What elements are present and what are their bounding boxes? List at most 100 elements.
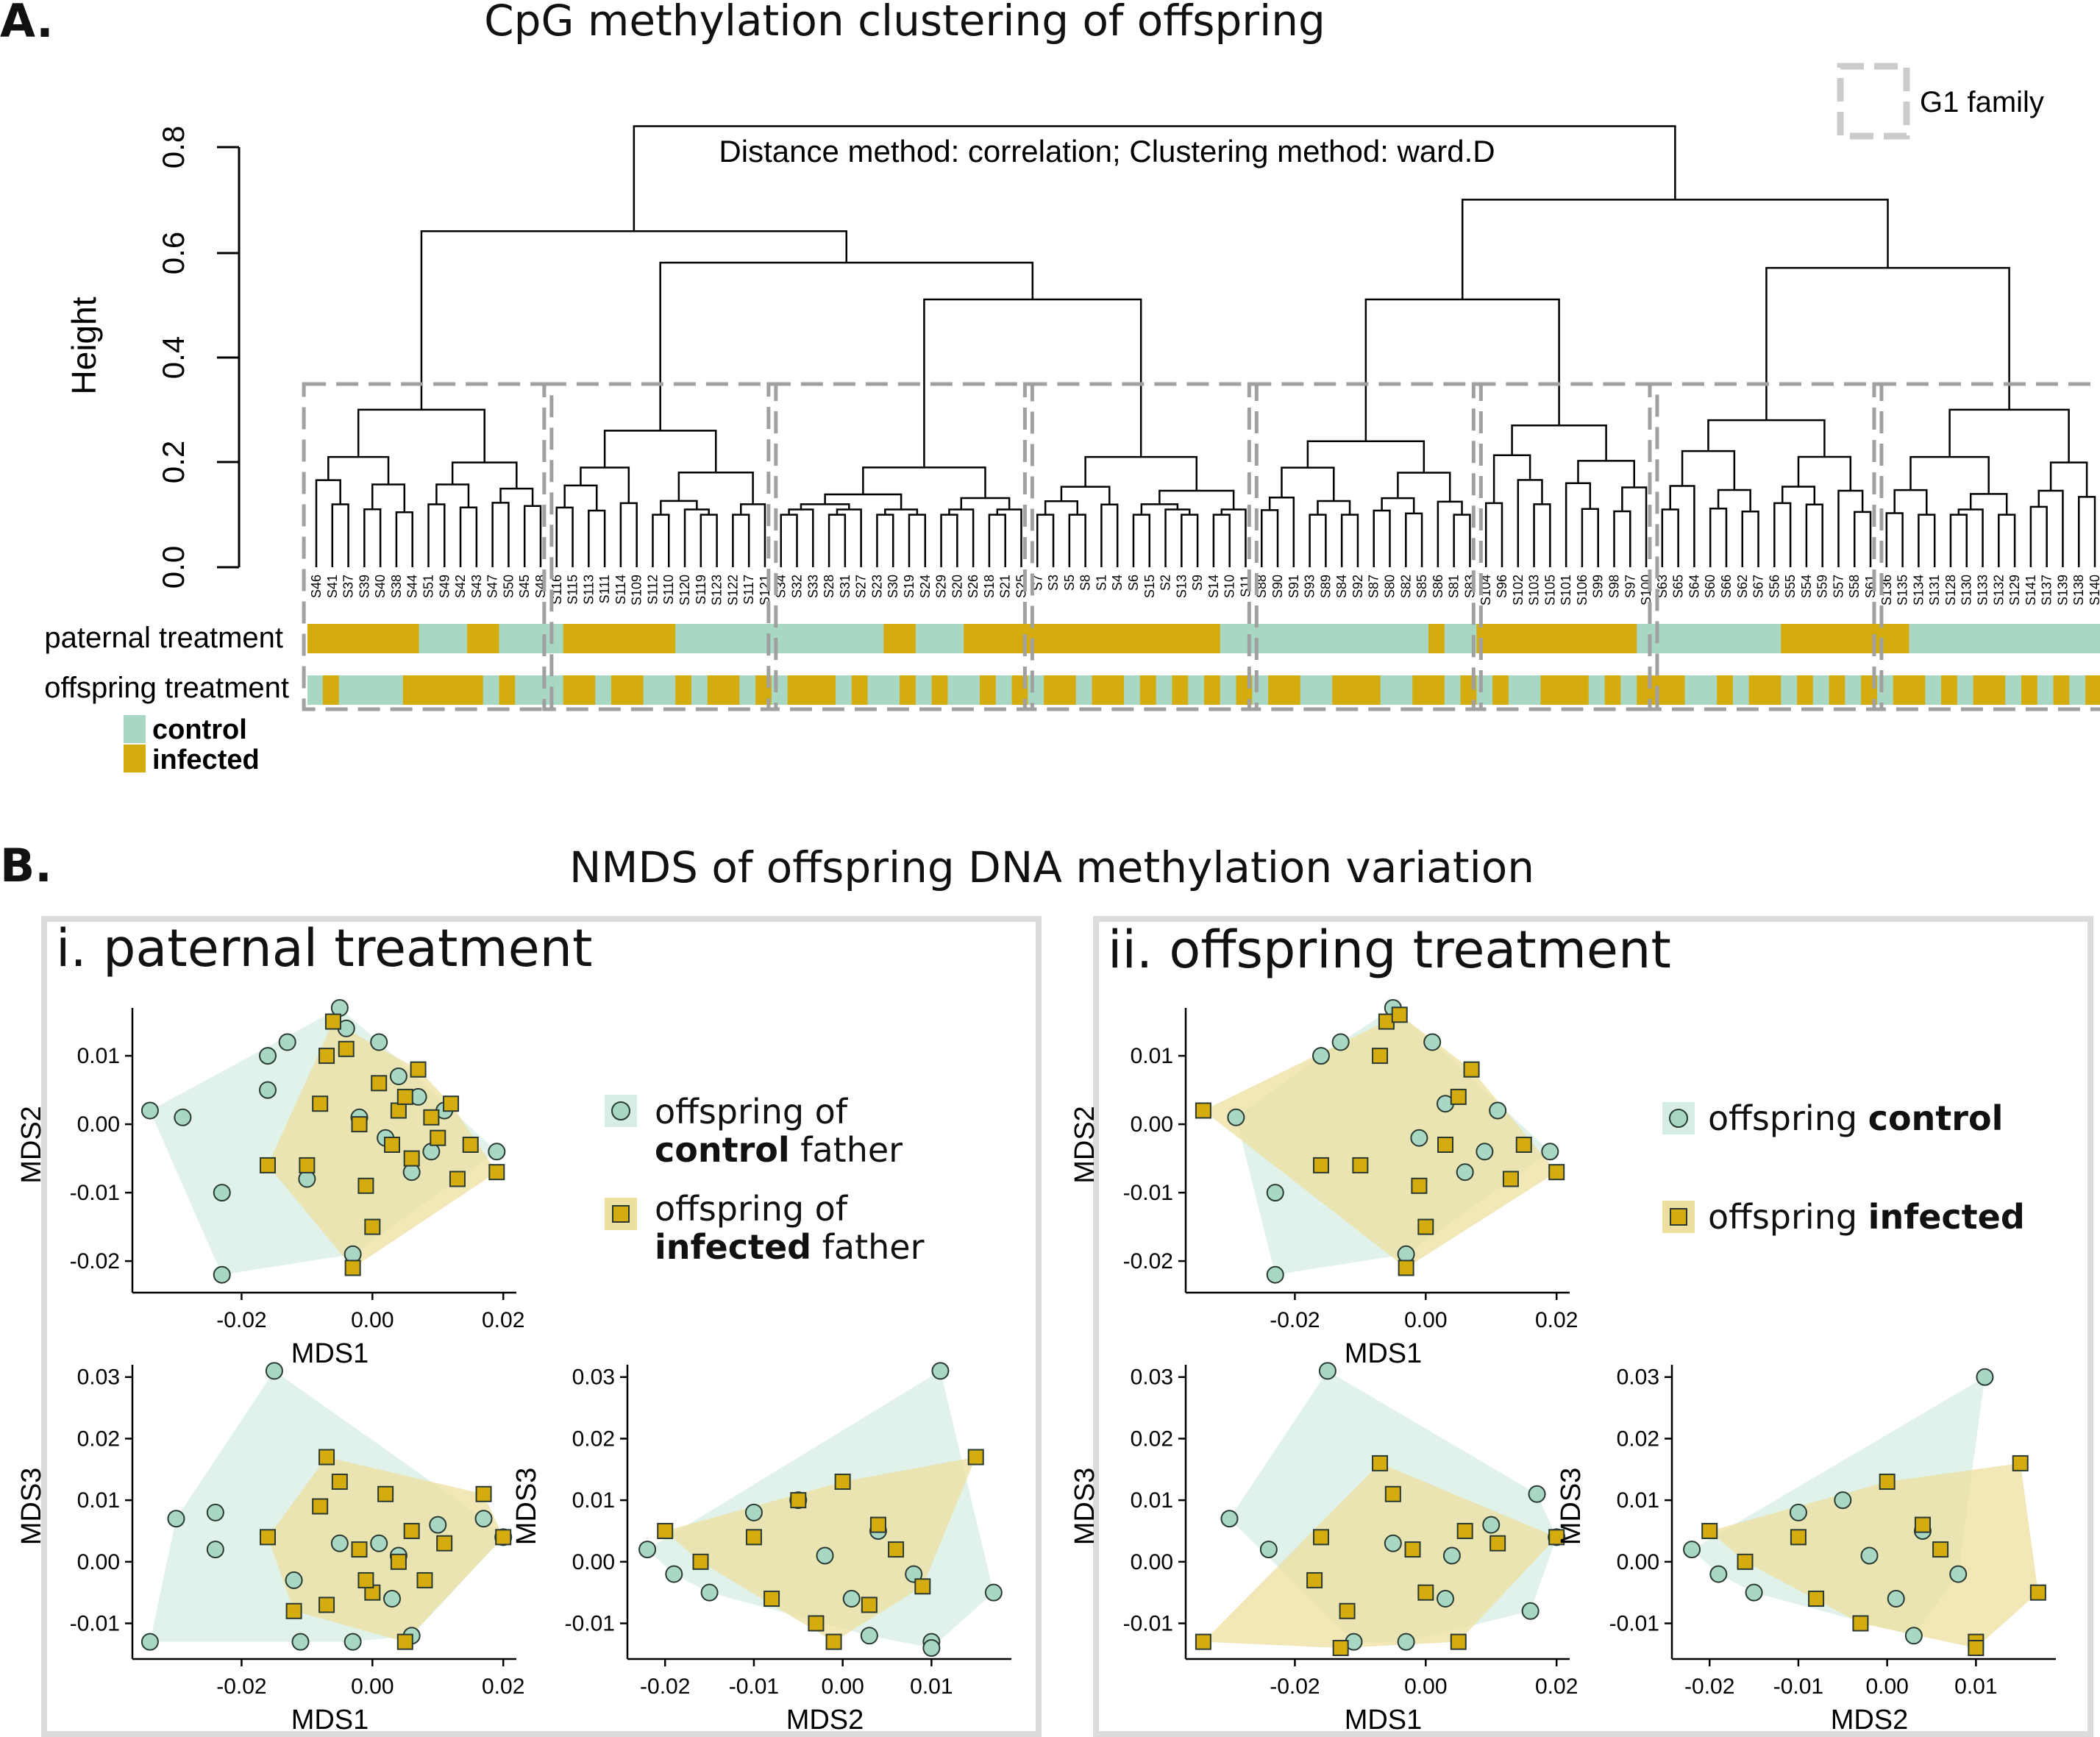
bar-cell-infected (1909, 675, 1926, 705)
bar-cell-infected (611, 675, 628, 705)
point-control (922, 1639, 941, 1657)
bar-cell-infected (466, 624, 484, 653)
x-tick-label: 0.02 (482, 1308, 524, 1332)
y-tick-label: -0.01 (70, 1181, 120, 1205)
point-infected (462, 1137, 479, 1153)
x-tick-label: -0.02 (216, 1308, 266, 1332)
bar-cell-control (995, 675, 1013, 705)
bar-cell-infected (1604, 624, 1622, 653)
panel-b-letter: B. (0, 839, 52, 892)
bar-cell-infected (1941, 675, 1958, 705)
bar-cell-infected (1412, 675, 1429, 705)
leaf-label: S27 (854, 575, 869, 598)
leaf-label: S26 (966, 575, 980, 598)
leaf-label: S13 (1174, 575, 1189, 598)
legend-infected-swatch (124, 745, 146, 772)
y-tick-label: 0.01 (1131, 1044, 1173, 1068)
point-control (744, 1503, 763, 1521)
bar-cell-control (915, 624, 933, 653)
point-infected (384, 1137, 400, 1153)
panel-a-letter: A. (0, 0, 54, 48)
y-tick-1: 0.2 (156, 441, 191, 483)
point-control (429, 1516, 447, 1534)
y-tick-3: 0.6 (156, 232, 191, 274)
x-axis-title: MDS2 (786, 1705, 864, 1736)
point-infected (834, 1474, 851, 1491)
leaf-label: S98 (1606, 575, 1621, 598)
bar-cell-infected (322, 675, 340, 705)
legend-ii-control-marker (1669, 1109, 1688, 1128)
point-infected (396, 1088, 413, 1105)
bar-cell-infected (1284, 675, 1301, 705)
point-infected (861, 1596, 878, 1613)
bar-cell-infected (1748, 675, 1766, 705)
bar-cell-infected (643, 624, 661, 653)
point-control (213, 1265, 231, 1284)
leaf-label: S119 (694, 575, 708, 605)
x-tick-label: 0.00 (821, 1674, 864, 1699)
family-box (1872, 382, 2100, 711)
bar-cell-infected (1604, 675, 1622, 705)
point-infected (790, 1492, 807, 1509)
point-control (638, 1541, 657, 1559)
leaf-label: S41 (325, 575, 340, 598)
y-tick-label: 0.03 (572, 1365, 615, 1390)
bar-cell-infected (1845, 624, 1862, 653)
point-control (984, 1583, 1003, 1602)
leaf-label: S30 (886, 575, 900, 598)
y-tick-2: 0.4 (156, 336, 191, 379)
y-tick-label: -0.02 (1123, 1249, 1173, 1274)
point-control (206, 1503, 224, 1521)
y-axis-title: MDS3 (16, 1468, 47, 1546)
bar-cell-infected (707, 675, 725, 705)
point-infected (1437, 1137, 1453, 1153)
y-tick-label: 0.00 (1131, 1112, 1173, 1137)
subpanel-offspring-title: ii. offspring treatment (1108, 920, 1671, 980)
leaf-label: S10 (1222, 575, 1237, 598)
point-infected (1852, 1615, 1869, 1632)
point-infected (318, 1048, 335, 1065)
point-control (370, 1534, 388, 1552)
y-tick-label: 0.00 (572, 1550, 615, 1574)
bar-cell-control (1732, 675, 1750, 705)
point-infected (1489, 1535, 1506, 1552)
legend-ii-infected-label: offspring infected (1708, 1198, 2025, 1236)
point-infected (488, 1164, 505, 1181)
leaf-label: S8 (1078, 575, 1093, 591)
bar-cell-infected (1812, 624, 1830, 653)
point-infected (1932, 1541, 1949, 1558)
leaf-label: S46 (309, 575, 324, 598)
y-tick-label: 0.01 (572, 1488, 615, 1513)
bar-cell-infected (563, 624, 580, 653)
x-axis-title: MDS1 (1345, 1705, 1423, 1736)
point-infected (1195, 1633, 1211, 1650)
bar-cell-control (2037, 675, 2054, 705)
point-infected (331, 1474, 348, 1491)
family-box (1022, 382, 1259, 711)
nmds-panel: -0.02 -0.01 0.00 0.01 -0.01 0.00 0.01 0.02 0.03 M… (1556, 1365, 2056, 1736)
leaf-label: S58 (1847, 575, 1862, 598)
bar-cell-infected (931, 675, 949, 705)
point-infected (1306, 1571, 1323, 1588)
point-control (1266, 1184, 1284, 1202)
x-axis-title: MDS1 (291, 1705, 369, 1736)
y-axis-title: MDS3 (511, 1468, 542, 1546)
bar-cell-infected (1059, 624, 1077, 653)
point-control (1949, 1565, 1968, 1583)
bar-cell-infected (900, 675, 916, 705)
point-infected (312, 1498, 329, 1515)
bar-cell-infected (579, 675, 597, 705)
point-control (860, 1627, 878, 1645)
leaf-label: S87 (1367, 575, 1381, 598)
bar-cell-infected (980, 624, 997, 653)
y-tick-label: 0.01 (77, 1044, 120, 1068)
bar-cell-infected (1075, 624, 1093, 653)
leaf-label: S21 (998, 575, 1013, 598)
bar-cell-control (1684, 624, 1702, 653)
bar-cell-control (1909, 624, 1926, 653)
bar-cell-infected (387, 624, 404, 653)
leaf-label: S64 (1687, 575, 1701, 598)
y-tick-label: 0.01 (1617, 1488, 1659, 1513)
point-control (259, 1081, 277, 1099)
bar-cell-infected (1108, 624, 1125, 653)
